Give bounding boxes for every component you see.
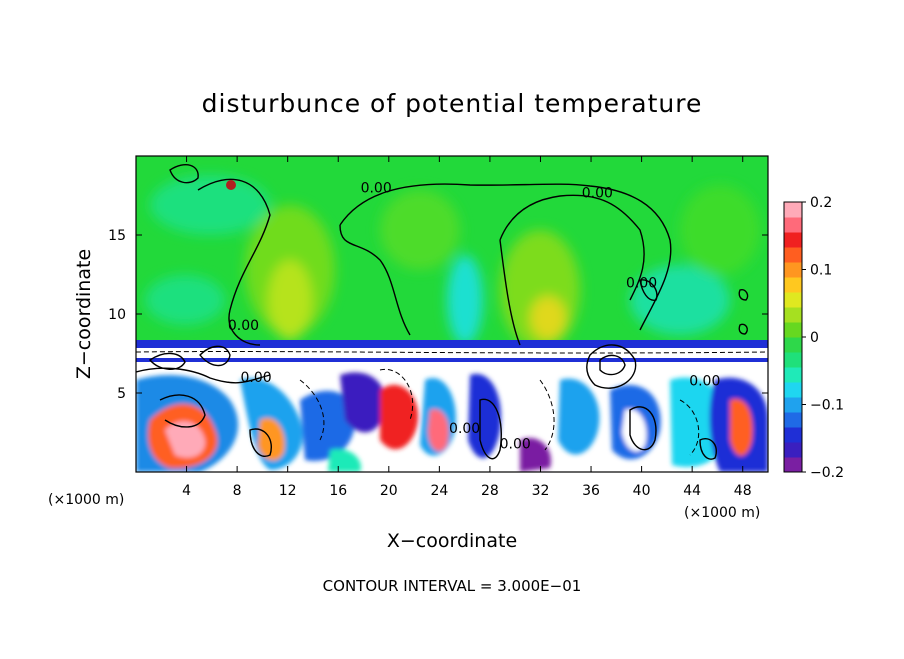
colorbar-segment (784, 427, 802, 443)
contour-value-label: 0.00 (626, 275, 657, 291)
heatmap-field (136, 156, 768, 472)
lower-field-blobs (136, 372, 768, 472)
colorbar-segment (784, 412, 802, 428)
colorbar-tick-label: 0.1 (810, 263, 832, 279)
colorbar (783, 201, 803, 473)
x-axis-ticks: 4 8 12 16 20 24 28 32 36 40 44 48 (182, 156, 752, 499)
upper-field-blobs (145, 175, 760, 350)
colorbar-segment (784, 457, 802, 473)
colorbar-segment (784, 247, 802, 263)
x-tick-label: 40 (633, 483, 651, 499)
colorbar-segment (784, 322, 802, 338)
x-tick-label: 32 (532, 483, 550, 499)
colorbar-segment (784, 337, 802, 353)
colorbar-tick-label: 0 (810, 330, 819, 346)
x-tick-label: 20 (380, 483, 398, 499)
colorbar-segment (784, 367, 802, 383)
x-tick-label: 16 (329, 483, 347, 499)
x-tick-label: 8 (233, 483, 242, 499)
x-tick-label: 48 (734, 483, 752, 499)
contour-value-label: 0.00 (361, 181, 392, 197)
contour-value-label: 0.00 (582, 185, 613, 201)
y-axis-label: Z−coordinate (73, 249, 95, 379)
contour-lines (136, 164, 749, 460)
chart-title: disturbunce of potential temperature (202, 89, 703, 118)
x-unit-right: (×1000 m) (684, 505, 760, 521)
x-axis-label: X−coordinate (387, 530, 517, 552)
contour-value-label: 0.00 (689, 373, 720, 389)
y-tick-label: 15 (108, 228, 126, 244)
colorbar-tick-label: −0.2 (810, 465, 844, 481)
y-axis-ticks: 5 10 15 (108, 228, 768, 402)
colorbar-tick-label: −0.1 (810, 398, 844, 414)
colorbar-segment (784, 307, 802, 323)
contour-value-label: 0.00 (240, 370, 271, 386)
contour-labels: 0.00 0.00 0.00 0.00 0.00 0.00 0.00 0.00 (228, 181, 721, 453)
colorbar-segment (784, 217, 802, 233)
x-tick-label: 36 (582, 483, 600, 499)
colorbar-segment (784, 397, 802, 413)
colorbar-segment (784, 292, 802, 308)
contour-interval-label: CONTOUR INTERVAL = 3.000E−01 (323, 577, 582, 595)
negative-contours (136, 351, 768, 456)
contour-value-label: 0.00 (228, 318, 259, 334)
contour-value-label: 0.00 (500, 437, 531, 453)
colorbar-segment (784, 262, 802, 278)
colorbar-segment (784, 442, 802, 458)
colorbar-segment (784, 352, 802, 368)
x-tick-label: 44 (683, 483, 701, 499)
colorbar-segment (784, 277, 802, 293)
x-tick-label: 4 (182, 483, 191, 499)
y-tick-label: 10 (108, 307, 126, 323)
x-tick-label: 24 (430, 483, 448, 499)
y-tick-label: 5 (117, 386, 126, 402)
x-tick-label: 28 (481, 483, 499, 499)
colorbar-segment (784, 382, 802, 398)
colorbar-ticks: 0.2 0.1 0 −0.1 −0.2 (802, 195, 844, 481)
contour-value-label: 0.00 (449, 421, 480, 437)
x-unit-left: (×1000 m) (48, 492, 124, 508)
colorbar-segment (784, 232, 802, 248)
colorbar-segment (784, 202, 802, 218)
colorbar-tick-label: 0.2 (810, 195, 832, 211)
x-tick-label: 12 (279, 483, 297, 499)
